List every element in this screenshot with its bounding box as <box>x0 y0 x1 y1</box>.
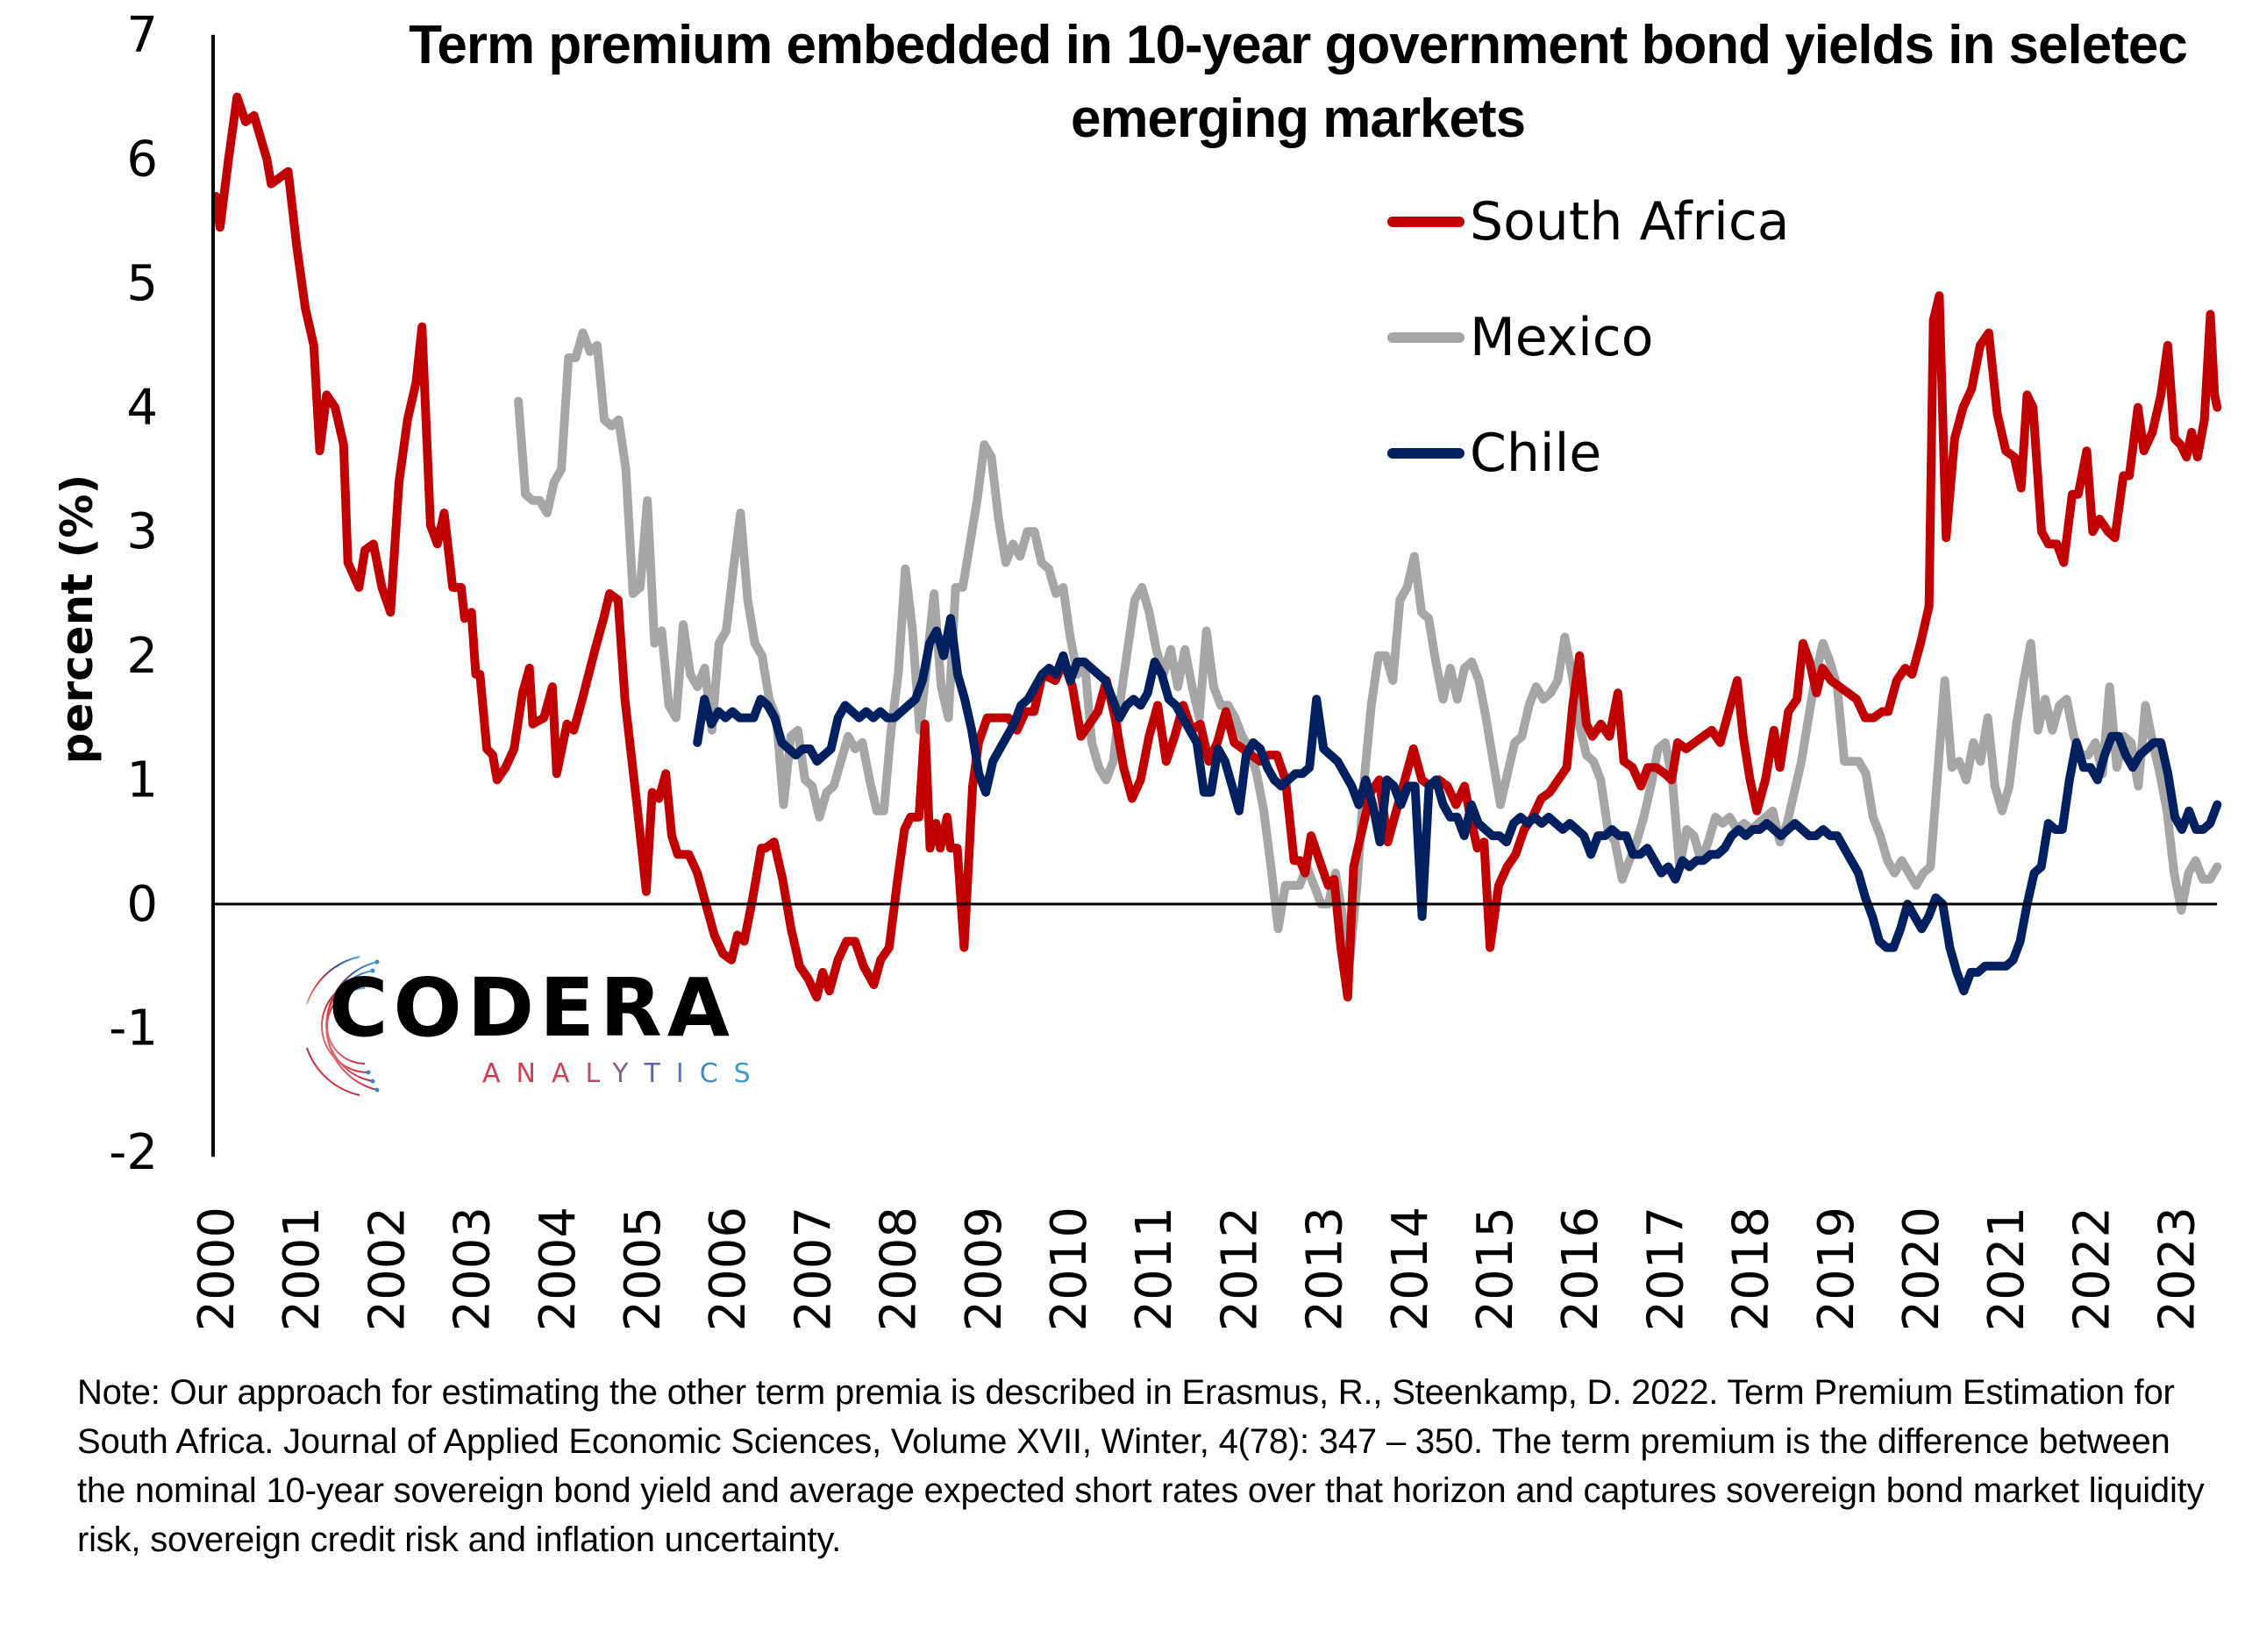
x-tick-label: 2002 <box>359 1207 416 1332</box>
x-tick-label: 2011 <box>1126 1207 1183 1332</box>
series-line-mexico <box>514 328 2222 965</box>
x-tick-label: 2017 <box>1637 1207 1694 1332</box>
x-tick-label: 2006 <box>700 1207 757 1332</box>
legend-item-chile: Chile <box>1387 423 1601 484</box>
legend-item-south-africa: South Africa <box>1387 191 1790 253</box>
y-tick-labels: -2 -1 0 1 2 3 4 5 6 7 <box>109 7 158 1181</box>
y-tick-label: 5 <box>126 255 158 312</box>
logo-subtitle: ANALYTICS <box>482 1058 766 1089</box>
series-line-south-africa <box>211 92 2222 1002</box>
y-axis-label: percent (%) <box>52 474 103 765</box>
legend-label: Chile <box>1470 423 1602 484</box>
y-tick-label: 3 <box>126 503 158 560</box>
logo-wordmark: CODERA <box>329 961 735 1055</box>
legend-label: Mexico <box>1470 307 1654 368</box>
codera-analytics-logo: CODERA ANALYTICS <box>289 951 751 1100</box>
y-tick-label: 6 <box>126 131 158 188</box>
x-tick-label: 2008 <box>871 1207 928 1332</box>
footnote: Note: Our approach for estimating the ot… <box>77 1373 2205 1559</box>
legend-item-mexico: Mexico <box>1387 307 1654 368</box>
x-tick-label: 2010 <box>1041 1207 1098 1332</box>
legend-label: South Africa <box>1470 191 1790 253</box>
x-tick-label: 2023 <box>2149 1207 2206 1332</box>
x-tick-label: 2014 <box>1382 1207 1439 1332</box>
x-tick-label: 2020 <box>1893 1207 1950 1332</box>
x-tick-labels: 2000 2001 2002 2003 2004 2005 2006 2007 2008 2009… <box>189 1207 2206 1332</box>
y-tick-label: 4 <box>126 380 158 437</box>
x-tick-label: 2009 <box>956 1207 1013 1332</box>
y-tick-label: 0 <box>126 876 158 933</box>
legend-swatch-chile <box>1387 448 1465 459</box>
x-tick-label: 2013 <box>1297 1207 1354 1332</box>
x-tick-label: 2018 <box>1723 1207 1780 1332</box>
axis-layer <box>211 34 2218 1157</box>
x-tick-label: 2016 <box>1552 1207 1609 1332</box>
x-tick-label: 2015 <box>1467 1207 1524 1332</box>
x-tick-label: 2012 <box>1211 1207 1268 1332</box>
legend-swatch-mexico <box>1387 332 1465 343</box>
x-tick-label: 2003 <box>445 1207 502 1332</box>
circuit-arc-icon <box>306 956 380 1096</box>
x-tick-label: 2004 <box>530 1207 587 1332</box>
x-tick-label: 2007 <box>785 1207 842 1332</box>
y-tick-label: 2 <box>126 628 158 685</box>
x-tick-label: 2019 <box>1808 1207 1865 1332</box>
x-tick-label: 2021 <box>1978 1207 2035 1332</box>
x-tick-label: 2005 <box>615 1207 672 1332</box>
legend-swatch-south-africa <box>1387 217 1465 227</box>
y-tick-label: 1 <box>126 751 158 808</box>
y-tick-label: -1 <box>109 1000 158 1057</box>
chart-title: Term premium embedded in 10-year governm… <box>409 15 2188 149</box>
x-tick-label: 2022 <box>2063 1207 2120 1332</box>
x-tick-label: 2001 <box>274 1207 331 1332</box>
series-layer <box>211 92 2222 1002</box>
series-line-chile <box>693 614 2222 996</box>
y-tick-label: -2 <box>109 1124 158 1181</box>
x-tick-label: 2000 <box>189 1207 246 1332</box>
y-tick-label: 7 <box>126 7 158 64</box>
